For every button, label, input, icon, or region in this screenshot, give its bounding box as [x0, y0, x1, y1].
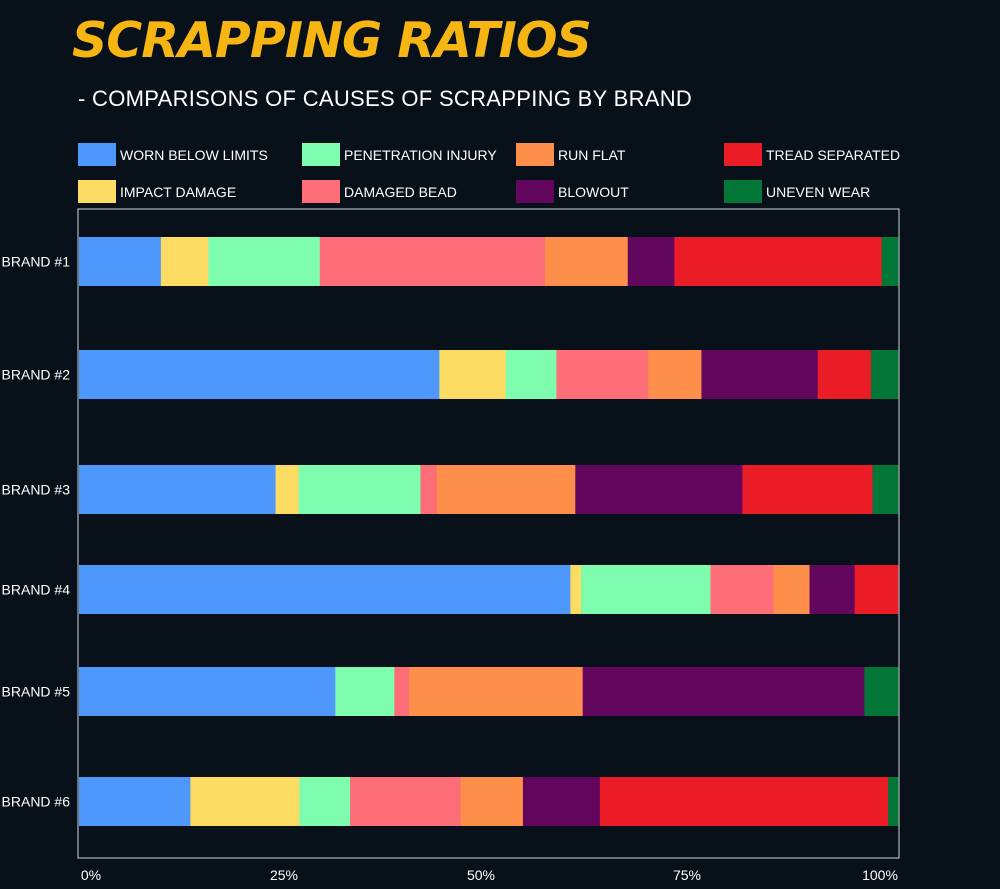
bar-segment-brand-5-penetration-injury: [335, 667, 395, 716]
legend-swatch-blowout: [516, 180, 554, 203]
bar-segment-brand-5-blowout: [582, 667, 865, 716]
bar-segment-brand-1-run-flat: [545, 237, 629, 286]
legend-label-damaged-bead: DAMAGED BEAD: [344, 184, 457, 200]
legend-label-penetration-injury: PENETRATION INJURY: [344, 147, 497, 163]
bar-segment-brand-6-impact-damage: [190, 777, 300, 826]
bar-segment-brand-6-run-flat: [460, 777, 524, 826]
bar-segment-brand-5-run-flat: [409, 667, 583, 716]
legend-swatch-tread-separated: [724, 143, 762, 166]
legend-swatch-impact-damage: [78, 180, 116, 203]
legend-label-impact-damage: IMPACT DAMAGE: [120, 184, 236, 200]
chart-title: SCRAPPING RATIOS: [72, 12, 592, 69]
bar-segment-brand-3-damaged-bead: [420, 465, 438, 514]
bar-segment-brand-1-tread-separated: [674, 237, 882, 286]
bar-segment-brand-3-impact-damage: [275, 465, 299, 514]
y-tick-label-brand-4: BRAND #4: [2, 582, 71, 598]
bar-segment-brand-6-worn-below-limits: [79, 777, 191, 826]
chart-subtitle: - COMPARISONS OF CAUSES OF SCRAPPING BY …: [78, 86, 693, 111]
y-axis-labels: BRAND #1 BRAND #2 BRAND #3 BRAND #4 BRAND #5…: [2, 254, 71, 810]
x-axis-labels: 0% 25% 50% 75% 100%: [81, 867, 898, 883]
bar-segment-brand-6-tread-separated: [599, 777, 889, 826]
bar-segment-brand-6-blowout: [522, 777, 601, 826]
x-tick-label-0: 0%: [81, 867, 101, 883]
bar-segment-brand-3-tread-separated: [742, 465, 873, 514]
bar-segment-brand-2-damaged-bead: [556, 350, 649, 399]
x-tick-label-3: 75%: [673, 867, 701, 883]
legend-label-worn-below-limits: WORN BELOW LIMITS: [120, 147, 268, 163]
legend: WORN BELOW LIMITS PENETRATION INJURY RUN F…: [78, 143, 900, 203]
bar-segment-brand-2-tread-separated: [817, 350, 872, 399]
bar-segment-brand-4-tread-separated: [854, 565, 899, 614]
legend-swatch-uneven-wear: [724, 180, 762, 203]
bar-segment-brand-3-penetration-injury: [298, 465, 421, 514]
legend-label-tread-separated: TREAD SEPARATED: [766, 147, 900, 163]
y-tick-label-brand-5: BRAND #5: [2, 684, 71, 700]
bar-segment-brand-6-penetration-injury: [299, 777, 351, 826]
bar-segment-brand-4-blowout: [809, 565, 855, 614]
bar-segment-brand-5-worn-below-limits: [79, 667, 336, 716]
y-tick-label-brand-3: BRAND #3: [2, 482, 71, 498]
bar-segment-brand-1-impact-damage: [160, 237, 209, 286]
y-tick-label-brand-2: BRAND #2: [2, 367, 71, 383]
bar-segment-brand-2-uneven-wear: [870, 350, 899, 399]
bar-segment-brand-4-worn-below-limits: [79, 565, 571, 614]
bar-segment-brand-1-blowout: [627, 237, 675, 286]
x-tick-label-1: 25%: [270, 867, 298, 883]
x-tick-label-2: 50%: [467, 867, 495, 883]
bar-segment-brand-2-worn-below-limits: [79, 350, 440, 399]
legend-swatch-worn-below-limits: [78, 143, 116, 166]
bar-segment-brand-1-penetration-injury: [208, 237, 321, 286]
y-tick-label-brand-6: BRAND #6: [2, 794, 71, 810]
legend-label-uneven-wear: UNEVEN WEAR: [766, 184, 870, 200]
plot-frame: [77, 208, 900, 859]
bar-segment-brand-1-uneven-wear: [881, 237, 899, 286]
bar-segment-brand-3-uneven-wear: [872, 465, 899, 514]
bar-segment-brand-2-blowout: [701, 350, 819, 399]
bar-segment-brand-5-uneven-wear: [864, 667, 899, 716]
legend-swatch-run-flat: [516, 143, 554, 166]
bar-segment-brand-4-damaged-bead: [710, 565, 774, 614]
x-tick-label-4: 100%: [862, 867, 898, 883]
legend-swatch-penetration-injury: [302, 143, 340, 166]
bar-segment-brand-3-run-flat: [436, 465, 576, 514]
bar-segment-brand-3-blowout: [575, 465, 743, 514]
bar-segment-brand-2-penetration-injury: [505, 350, 557, 399]
bar-segment-brand-2-impact-damage: [439, 350, 506, 399]
bar-segment-brand-6-uneven-wear: [888, 777, 899, 826]
legend-label-blowout: BLOWOUT: [558, 184, 629, 200]
bar-segment-brand-4-impact-damage: [570, 565, 582, 614]
bar-segment-brand-1-worn-below-limits: [79, 237, 162, 286]
bar-segment-brand-6-damaged-bead: [350, 777, 461, 826]
bar-segment-brand-4-run-flat: [773, 565, 810, 614]
legend-swatch-damaged-bead: [302, 180, 340, 203]
y-tick-label-brand-1: BRAND #1: [2, 254, 71, 270]
bar-segment-brand-3-worn-below-limits: [79, 465, 276, 514]
bar-segment-brand-5-damaged-bead: [394, 667, 410, 716]
bars: [79, 237, 899, 826]
bar-segment-brand-4-penetration-injury: [581, 565, 711, 614]
bar-segment-brand-2-run-flat: [648, 350, 702, 399]
legend-label-run-flat: RUN FLAT: [558, 147, 626, 163]
bar-segment-brand-1-damaged-bead: [319, 237, 546, 286]
